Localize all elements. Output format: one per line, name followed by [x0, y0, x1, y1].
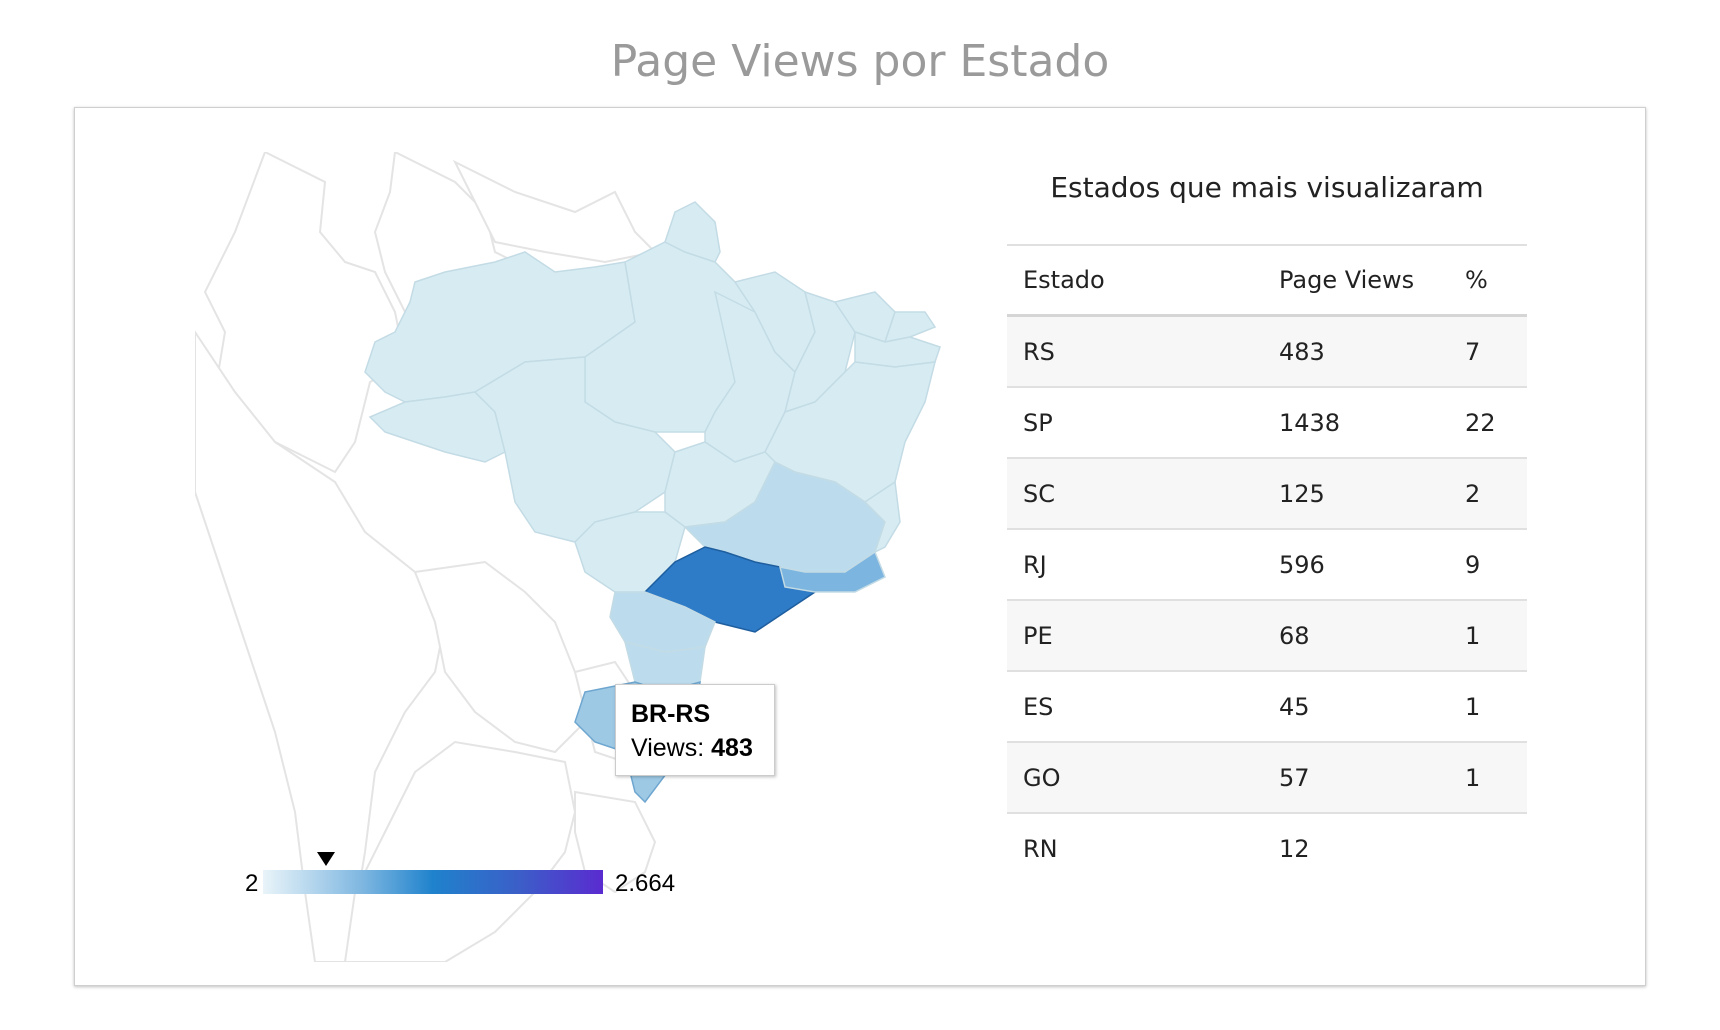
header-estado: Estado — [1007, 244, 1263, 317]
neighbor-countries — [195, 152, 658, 962]
table-row: RJ 596 9 — [1007, 529, 1527, 601]
cell-views: 45 — [1263, 671, 1449, 743]
cell-views: 596 — [1263, 529, 1449, 601]
state-ms — [574, 511, 686, 593]
table-row: SP 1438 22 — [1007, 387, 1527, 459]
cell-estado: RN — [1007, 813, 1263, 883]
cell-estado: RS — [1007, 315, 1263, 388]
cell-views: 125 — [1263, 458, 1449, 530]
cell-views: 1438 — [1263, 387, 1449, 459]
legend-marker-icon — [317, 852, 335, 866]
cell-percent: 1 — [1449, 671, 1527, 743]
state-mt — [473, 356, 676, 543]
cell-estado: RJ — [1007, 529, 1263, 601]
state-es — [863, 480, 901, 554]
cell-views: 483 — [1263, 315, 1449, 388]
cell-percent — [1449, 813, 1527, 883]
state-rn — [883, 311, 937, 343]
top-states-table-section: Estados que mais visualizaram Estado Pag… — [1007, 168, 1527, 883]
cell-percent: 1 — [1449, 600, 1527, 672]
cell-percent: 2 — [1449, 458, 1527, 530]
state-ap — [664, 201, 721, 263]
table-row: RN 12 — [1007, 813, 1527, 883]
cell-percent: 1 — [1449, 742, 1527, 814]
table-header-row: Estado Page Views % — [1007, 244, 1527, 317]
cell-views: 12 — [1263, 813, 1449, 883]
tooltip-region: BR-RS — [631, 700, 711, 728]
header-percent: % — [1449, 244, 1527, 317]
top-states-table: Estado Page Views % RS 483 7 SP 1438 22 … — [1007, 244, 1527, 883]
cell-percent: 22 — [1449, 387, 1527, 459]
legend-min: 2 — [245, 870, 259, 897]
legend-max: 2.664 — [615, 870, 676, 897]
dashboard-panel: BR-RS Views: 483 2 2.664 Estados que mai… — [74, 107, 1646, 986]
table-row: PE 68 1 — [1007, 600, 1527, 672]
header-page-views: Page Views — [1263, 244, 1449, 317]
cell-estado: GO — [1007, 742, 1263, 814]
state-ro — [368, 391, 506, 463]
table-title: Estados que mais visualizaram — [1050, 171, 1484, 204]
state-rj — [778, 550, 886, 593]
legend-gradient-bar — [263, 870, 603, 894]
page-title: Page Views por Estado — [610, 36, 1110, 87]
tooltip-value: 483 — [711, 734, 753, 762]
cell-percent: 9 — [1449, 529, 1527, 601]
map-canvas[interactable] — [195, 152, 1015, 962]
table-row: SC 125 2 — [1007, 458, 1527, 530]
color-legend: 2 2.664 — [245, 852, 725, 912]
cell-views: 68 — [1263, 600, 1449, 672]
table-row: RS 483 7 — [1007, 315, 1527, 388]
geo-map[interactable]: BR-RS Views: 483 2 2.664 — [195, 152, 1015, 962]
cell-estado: SC — [1007, 458, 1263, 530]
table-row: GO 57 1 — [1007, 742, 1527, 814]
cell-percent: 7 — [1449, 315, 1527, 388]
cell-views: 57 — [1263, 742, 1449, 814]
map-tooltip: BR-RS Views: 483 — [615, 684, 775, 776]
table-row: ES 45 1 — [1007, 671, 1527, 743]
cell-estado: PE — [1007, 600, 1263, 672]
cell-estado: ES — [1007, 671, 1263, 743]
brazil-states[interactable] — [364, 201, 941, 804]
cell-estado: SP — [1007, 387, 1263, 459]
tooltip-label: Views: — [631, 734, 712, 762]
